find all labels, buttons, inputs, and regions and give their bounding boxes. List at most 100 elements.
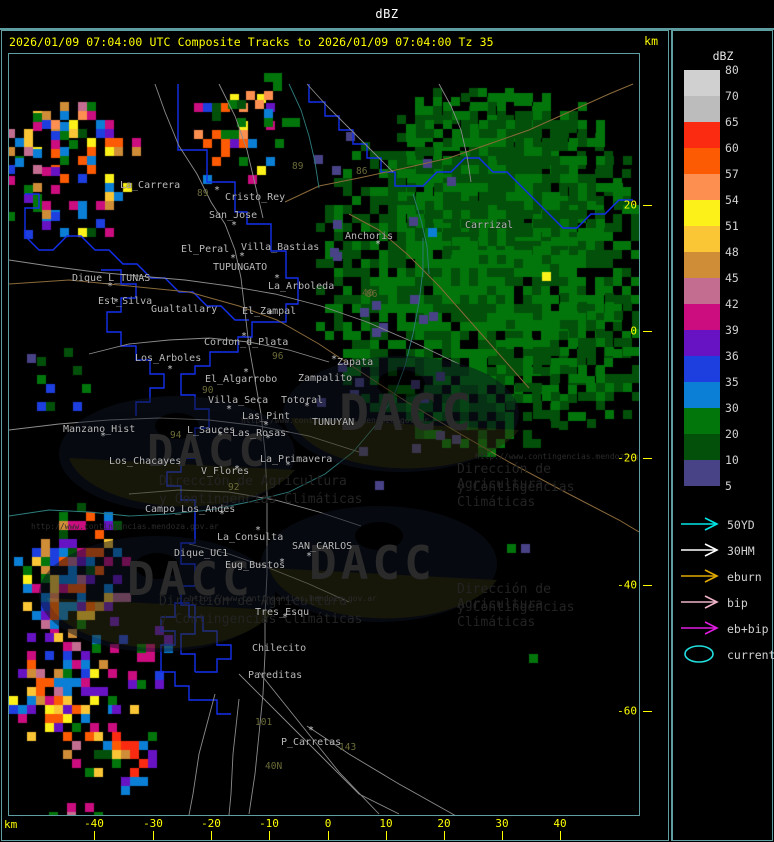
track-legend-label: bip <box>727 596 748 610</box>
colorbar-tick-label: 70 <box>725 89 739 103</box>
arrow-right-icon <box>681 621 719 635</box>
radar-plot-area[interactable]: DACC DACC DACC DACC Dirección de Agricul… <box>8 53 640 816</box>
x-axis-tick-label: 40 <box>553 817 567 830</box>
colorbar-band[interactable] <box>684 304 720 330</box>
track-legend-row[interactable]: eb+bip <box>679 618 773 640</box>
colorbar-tick-label: 5 <box>725 479 732 493</box>
place-label: La_Consulta <box>217 532 284 543</box>
place-label: El_Zampal <box>242 306 297 317</box>
station-marker-icon: * <box>285 460 292 471</box>
y-axis-tick <box>643 585 652 586</box>
place-label: Zapata <box>337 357 374 368</box>
y-axis-tick <box>643 205 652 206</box>
station-marker-icon: * <box>234 464 241 475</box>
station-marker-icon: * <box>239 251 246 262</box>
colorbar-tick-label: 20 <box>725 427 739 441</box>
x-axis-tick <box>560 831 561 840</box>
colorbar-band[interactable] <box>684 174 720 200</box>
station-marker-icon: * <box>231 220 238 231</box>
station-marker-icon: * <box>219 509 226 520</box>
window-title: dBZ <box>375 7 399 21</box>
window-title-bar: dBZ <box>0 0 774 30</box>
colorbar-tick-label: 39 <box>725 323 739 337</box>
track-legend-row[interactable]: eburn <box>679 566 773 588</box>
station-marker-icon: * <box>226 404 233 415</box>
track-legend-label: 30HM <box>727 544 755 558</box>
colorbar-band[interactable] <box>684 200 720 226</box>
colorbar-band[interactable] <box>684 252 720 278</box>
route-tan-east <box>348 213 530 389</box>
vector-map-layer <box>9 83 639 815</box>
station-marker-icon: * <box>282 612 289 623</box>
y-axis-tick-label: 0 <box>630 324 637 338</box>
track-legend-row[interactable]: 50YD <box>679 514 773 536</box>
place-label: V_Flores <box>201 466 250 477</box>
station-marker-icon: * <box>306 551 313 562</box>
x-axis-tick-label: 10 <box>379 817 393 830</box>
station-marker-icon: * <box>113 297 120 308</box>
station-marker-icon: * <box>243 367 250 378</box>
x-axis-tick-label: 30 <box>495 817 509 830</box>
station-marker-icon: * <box>255 525 262 536</box>
x-axis-tick-label: -20 <box>201 817 221 830</box>
track-legend-label: eb+bip <box>727 622 769 636</box>
place-label: SAN_CARLOS <box>292 541 353 552</box>
x-axis-tick <box>444 831 445 840</box>
colorbar-tick-label: 36 <box>725 349 739 363</box>
station-marker-icon: * <box>214 185 221 196</box>
dbz-colorbar[interactable] <box>684 70 720 486</box>
y-axis-tick <box>643 331 652 332</box>
colorbar-band[interactable] <box>684 460 720 486</box>
x-axis-tick <box>153 831 154 840</box>
colorbar-band[interactable] <box>684 382 720 408</box>
colorbar-band[interactable] <box>684 278 720 304</box>
x-axis-tick <box>386 831 387 840</box>
colorbar-tick-label: 35 <box>725 375 739 389</box>
x-axis-tick <box>269 831 270 840</box>
place-label: Las_Pint <box>242 411 291 422</box>
track-legend-row[interactable]: bip <box>679 592 773 614</box>
national-route-40 <box>9 279 639 533</box>
place-label: Pareditas <box>248 670 303 681</box>
colorbar-tick-label: 30 <box>725 401 739 415</box>
place-label: Cristo_Rey <box>225 192 286 203</box>
place-label: Los_Arboles <box>135 353 202 364</box>
station-marker-icon: * <box>167 364 174 375</box>
track-legend-row[interactable]: 30HM <box>679 540 773 562</box>
track-legend-row[interactable]: current <box>679 644 774 666</box>
station-marker-icon: * <box>267 309 274 320</box>
colorbar-band[interactable] <box>684 122 720 148</box>
place-label: Manzano_Hist <box>63 424 136 435</box>
x-axis-tick-label: 20 <box>437 817 451 830</box>
colorbar-band[interactable] <box>684 96 720 122</box>
place-label: Dique_L_TUNAS <box>72 273 151 284</box>
colorbar-band[interactable] <box>684 226 720 252</box>
station-marker-icon: * <box>279 557 286 568</box>
dacc-logo-watermark <box>39 356 519 652</box>
colorbar-tick-label: 48 <box>725 245 739 259</box>
x-axis-tick <box>502 831 503 840</box>
track-legend-label: eburn <box>727 570 762 584</box>
x-axis-tick-label: -10 <box>259 817 279 830</box>
route-number-label: 86 <box>366 289 378 300</box>
colorbar-band[interactable] <box>684 148 720 174</box>
route-number-label: 40N <box>265 761 283 772</box>
route-number-label: 96 <box>272 351 284 362</box>
x-axis-tick-label: -40 <box>84 817 104 830</box>
colorbar-band[interactable] <box>684 70 720 96</box>
colorbar-band[interactable] <box>684 408 720 434</box>
route-number-label: 40 <box>362 288 374 299</box>
place-label: La_Arboleda <box>268 281 335 292</box>
place-label: TUNUYAN <box>312 417 355 428</box>
colorbar-band[interactable] <box>684 434 720 460</box>
arrow-right-icon <box>681 595 719 609</box>
station-marker-icon: * <box>241 331 248 342</box>
place-label: Eug_Bustos <box>225 560 286 571</box>
colorbar-band[interactable] <box>684 330 720 356</box>
legend-title: dBZ <box>712 49 734 63</box>
colorbar-band[interactable] <box>684 356 720 382</box>
y-axis: 20 0 -20 -40 -60 <box>617 53 671 816</box>
arrow-right-icon <box>681 569 719 583</box>
place-label: Villa_Bastias <box>241 242 320 253</box>
place-label: P_Carretas <box>281 737 342 748</box>
